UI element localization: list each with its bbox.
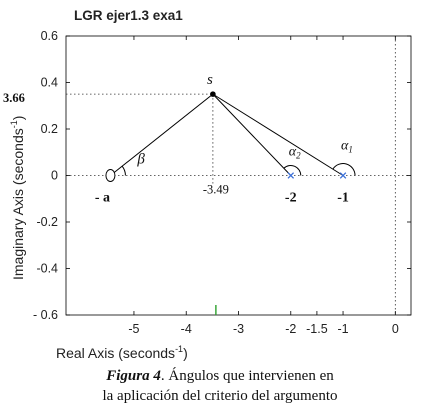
pole-angle-subscript: 2 (296, 151, 301, 161)
y-axis-label-close: ) (10, 116, 26, 121)
x-tick-label: 0 (392, 322, 399, 336)
caption-line-2: la aplicación del criterio del argumento (102, 388, 338, 404)
line-s-to-pole-1 (212, 93, 344, 176)
y-tick-label: 0.6 (41, 29, 58, 43)
y-axis-label: Imaginary Axis (seconds-1) (9, 116, 26, 280)
y-tick-label: 0 (51, 169, 58, 183)
y-tick-label: -0.4 (36, 262, 58, 276)
caption-line-1: Figura 4. Ángulos que intervienen en (60, 366, 380, 386)
x-tick-label: -5 (128, 322, 139, 336)
caption-line-1-text: . Ángulos que intervienen en (160, 368, 334, 384)
x-axis-label-close: ) (183, 345, 188, 361)
pole-label: -1 (337, 191, 349, 206)
caption-figure-label: Figura 4 (106, 368, 161, 384)
x-tick-label: -4 (181, 322, 192, 336)
y-axis-label-exponent: -1 (9, 120, 19, 128)
y-tick-label: - 0.6 (33, 308, 58, 322)
pole-marker (339, 172, 347, 179)
angle-lines (110, 93, 344, 176)
x-tick-label: -2 (285, 322, 296, 336)
x-tick-label: -1 (337, 322, 348, 336)
line-s-to-zero (110, 93, 214, 176)
zero-marker (105, 169, 116, 182)
point-s (210, 91, 216, 97)
pole-angle-subscript: 1 (348, 145, 353, 155)
axis-ticks: -5 -4 -3 -2 -1.5 -1 0 0.6 0.4 0.2 0 -0.2 -0.4 - 0.6 (33, 29, 411, 336)
figure-caption: Figura 4. Ángulos que intervienen en la … (60, 366, 380, 406)
pole-label: -2 (285, 191, 297, 206)
x-axis-label-exponent: -1 (175, 344, 183, 354)
guide-lines (66, 36, 411, 315)
x-axis-label: Real Axis (seconds-1) (56, 344, 188, 361)
chart-title: LGR ejer1.3 exa1 (74, 8, 183, 23)
beta-angle-arc (121, 165, 126, 176)
chart-marks (105, 91, 347, 182)
point-s-label: s (207, 72, 213, 88)
x-tick-label: -1.5 (306, 322, 328, 336)
beta-label: β (136, 152, 145, 168)
zero-label: - a (95, 191, 110, 206)
y-tick-label: 0.4 (41, 76, 58, 90)
x-tick-label: -3 (233, 322, 244, 336)
line-s-to-pole-2 (212, 93, 292, 176)
y-tick-label: -0.2 (36, 215, 58, 229)
pole-angle-label: α1 (341, 139, 353, 155)
angle-arcs (121, 163, 356, 176)
alpha1-angle-arc (332, 163, 356, 176)
y-tick-label: 0.2 (41, 122, 58, 136)
point-s-imag-value: 3.66 (3, 91, 25, 105)
point-s-real-value: -3.49 (203, 183, 229, 197)
annotation-labels: s3.66-3.49- aβ-2α2-1α1 (3, 72, 353, 205)
alpha2-angle-arc (283, 165, 302, 176)
pole-marker (287, 172, 295, 179)
